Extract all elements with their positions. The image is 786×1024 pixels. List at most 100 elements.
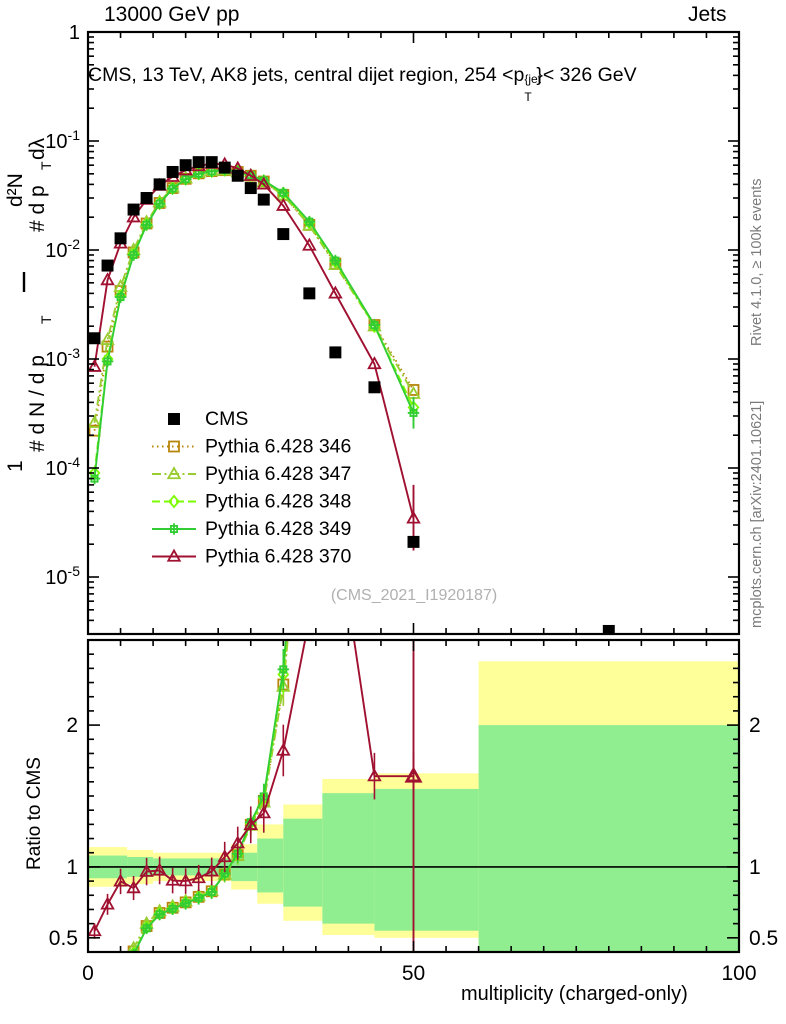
marker-triangle-open [126, 209, 141, 223]
main-ytick-label: 10-3 [45, 345, 80, 371]
xtick-label: 100 [721, 962, 756, 985]
marker-square-open [101, 340, 114, 353]
marker-square-filled [179, 159, 192, 172]
marker-triangle-open [100, 331, 115, 345]
band-inner [322, 793, 375, 924]
marker-triangle-open [89, 358, 102, 372]
marker-square-filled [140, 192, 153, 204]
ratio-ytick-label-left: 1 [66, 856, 78, 879]
marker-triangle-open [302, 237, 317, 251]
plot-title-tail: }< 326 GeV [536, 64, 637, 86]
plot-title: CMS, 13 TeV, AK8 jets, central dijet reg… [88, 64, 637, 104]
marker-triangle-open [367, 356, 382, 370]
marker-triangle-open [166, 466, 182, 480]
svg-text:# d N / d p: # d N / d p [26, 355, 49, 452]
band-inner [374, 788, 479, 931]
legend-item-3: Pythia 6.428 348 [152, 491, 351, 513]
legend-label: Pythia 6.428 347 [205, 463, 351, 485]
legend-item-1: Pythia 6.428 346 [152, 436, 351, 458]
ratio-ytick-label-right: 0.5 [749, 927, 778, 950]
main-xaxis-ticks [87, 32, 740, 634]
marker-square-filled [127, 203, 140, 216]
xtick-label: 50 [402, 962, 425, 985]
svg-text:d²N: d²N [4, 173, 27, 207]
ratio-ytick-label-left: 0.5 [49, 927, 78, 950]
legend-item-0: CMS [168, 408, 248, 430]
marker-square-filled [277, 228, 290, 241]
svg-text:T: T [38, 161, 54, 170]
header-category-label: Jets [688, 3, 727, 26]
marker-square-filled [192, 156, 205, 169]
svg-text:# d p: # d p [26, 185, 49, 232]
ratio-pythia-6-428-370 [89, 641, 421, 939]
legend-label: Pythia 6.428 348 [205, 491, 351, 513]
ratio-yaxis-label: Ratio to CMS [18, 700, 48, 880]
marker-triangle-open [119, 949, 122, 951]
xaxis-label: multiplicity (charged-only) [461, 983, 688, 1005]
legend-label: Pythia 6.428 346 [205, 436, 351, 458]
legend-label: Pythia 6.428 370 [205, 546, 352, 568]
marker-square-filled [329, 346, 342, 359]
marker-triangle-open [256, 176, 272, 190]
marker-triangle-open [406, 385, 421, 399]
ratio-ytick-label-right: 2 [749, 714, 761, 737]
ratio-pythia-6-428-349 [129, 641, 290, 951]
main-ytick-label: 1 [69, 22, 80, 44]
svg-text:T: T [38, 315, 54, 324]
marker-square-filled [244, 182, 257, 195]
band-inner [478, 725, 738, 951]
band-inner [283, 818, 323, 907]
watermark-text: (CMS_2021_I1920187) [331, 587, 497, 604]
ratio-ytick-label-left: 2 [66, 714, 78, 737]
marker-diamond-open [168, 494, 180, 509]
ratio-ytick-label-right: 1 [749, 856, 761, 879]
plot-title-sub: T [524, 90, 532, 104]
marker-square-open [407, 384, 420, 396]
marker-square-filled [218, 161, 231, 174]
marker-square-filled [114, 232, 127, 245]
marker-triangle-open [276, 197, 291, 211]
legend: CMS Pythia 6.428 346 Pythia 6.428 347 Pythi… [152, 408, 352, 568]
marker-triangle-open [243, 167, 259, 181]
marker-square-filled [205, 156, 218, 169]
main-series-group [89, 155, 615, 633]
ratio-series-group [89, 641, 423, 951]
plot-title-main: CMS, 13 TeV, AK8 jets, central dijet reg… [88, 64, 525, 86]
main-ytick-label: 10-2 [45, 236, 80, 262]
side-mcplots-ref: mcplots.cern.ch [arXiv:2401.10621] [744, 330, 768, 630]
band-inner [257, 838, 284, 893]
marker-square-filled [407, 535, 420, 548]
legend-item-4: Pythia 6.428 349 [152, 518, 351, 540]
marker-triangle-open [328, 285, 343, 299]
marker-square-filled [153, 178, 166, 191]
side-mcplots-text: mcplots.cern.ch [arXiv:2401.10621] [749, 401, 765, 628]
svg-text:dλ: dλ [26, 137, 49, 160]
side-rivet-text: Rivet 4.1.0, ≥ 100k events [749, 178, 765, 346]
marker-triangle-open [166, 548, 182, 562]
plot-title-sup: {jet [524, 72, 541, 86]
marker-square-filled [101, 259, 114, 272]
marker-square-open [168, 440, 180, 453]
side-rivet-version: Rivet 4.1.0, ≥ 100k events [744, 28, 768, 348]
main-ytick-label: 10-1 [45, 127, 80, 153]
marker-triangle-open [89, 414, 102, 428]
legend-item-5: Pythia 6.428 370 [152, 546, 352, 568]
legend-label: Pythia 6.428 349 [205, 518, 351, 540]
marker-square-filled [89, 332, 101, 345]
marker-square-filled [257, 193, 270, 206]
ratio-yaxis-text: Ratio to CMS [24, 757, 45, 870]
main-ytick-label: 10-4 [45, 454, 80, 480]
legend-item-2: Pythia 6.428 347 [152, 463, 351, 485]
marker-square-filled [368, 381, 381, 394]
xtick-label: 0 [82, 962, 94, 985]
svg-text:1: 1 [4, 460, 27, 472]
marker-square-filled [231, 169, 244, 182]
main-yaxis-ticks [88, 31, 739, 635]
header-beam-label: 13000 GeV pp [104, 3, 240, 26]
main-ytick-label: 10-5 [45, 563, 80, 589]
series-cms-data [89, 156, 615, 633]
marker-triangle-open [100, 272, 115, 286]
ratio-370-tail [404, 641, 423, 951]
